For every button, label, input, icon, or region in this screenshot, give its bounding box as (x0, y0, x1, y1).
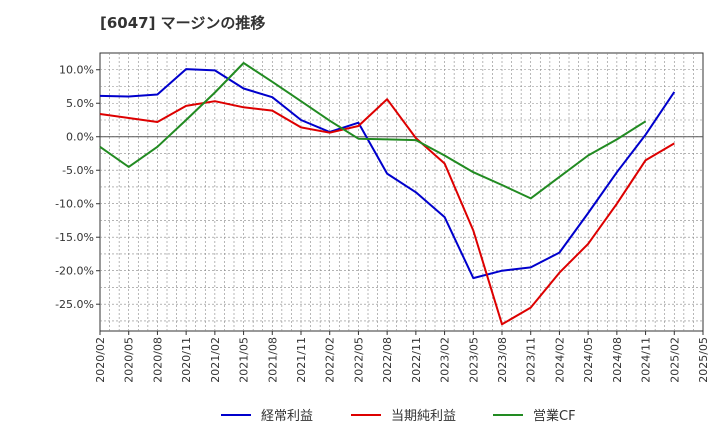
legend: 経常利益 当期純利益 営業CF (221, 408, 576, 424)
x-tick-label: 2024/08 (611, 337, 624, 383)
y-tick-label: -10.0% (55, 198, 94, 211)
x-tick-label: 2021/08 (266, 337, 279, 383)
x-tick-label: 2020/08 (151, 337, 164, 383)
x-tick-label: 2024/05 (582, 337, 595, 383)
y-tick-label: -5.0% (62, 164, 94, 177)
x-tick-label: 2022/02 (324, 337, 337, 383)
series-line-2 (99, 98, 675, 326)
x-tick-label: 2020/02 (94, 337, 107, 383)
y-tick-label: 0.0% (66, 131, 94, 144)
x-tick-label: 2024/02 (553, 337, 566, 383)
y-tick-label: -25.0% (55, 298, 94, 311)
legend-label: 経常利益 (261, 409, 313, 424)
plot-area (99, 52, 704, 332)
y-tick-label: 5.0% (66, 97, 94, 110)
x-tick-label: 2023/02 (439, 337, 452, 383)
x-tick-label: 2025/05 (697, 337, 710, 383)
y-tick-label: 10.0% (59, 64, 94, 77)
series-line-1 (99, 68, 676, 280)
y-tick-label: -15.0% (55, 231, 94, 244)
y-axis: 10.0% 5.0% 0.0% -5.0% -10.0% -15.0% -20.0% -25.… (55, 64, 100, 311)
series-lines (99, 62, 676, 326)
legend-label: 営業CF (533, 408, 576, 424)
chart-title: [6047] マージンの推移 (100, 14, 265, 32)
x-tick-label: 2025/02 (668, 337, 681, 383)
x-tick-label: 2022/11 (410, 337, 423, 383)
legend-label: 当期純利益 (391, 409, 456, 424)
series-line-3 (99, 62, 647, 200)
x-tick-label: 2021/02 (209, 337, 222, 383)
x-tick-label: 2020/05 (123, 337, 136, 383)
x-tick-label: 2024/11 (640, 337, 653, 383)
x-tick-label: 2023/08 (496, 337, 509, 383)
x-tick-label: 2021/11 (295, 337, 308, 383)
x-tick-label: 2022/05 (352, 337, 365, 383)
x-tick-label: 2022/08 (381, 337, 394, 383)
y-tick-label: -20.0% (55, 265, 94, 278)
x-tick-label: 2023/05 (467, 337, 480, 383)
x-axis: 2020/02 2020/05 2020/08 2020/11 2021/02 2021/… (94, 331, 710, 383)
x-tick-label: 2023/11 (525, 337, 538, 383)
x-tick-label: 2021/05 (238, 337, 251, 383)
x-tick-label: 2020/11 (180, 337, 193, 383)
